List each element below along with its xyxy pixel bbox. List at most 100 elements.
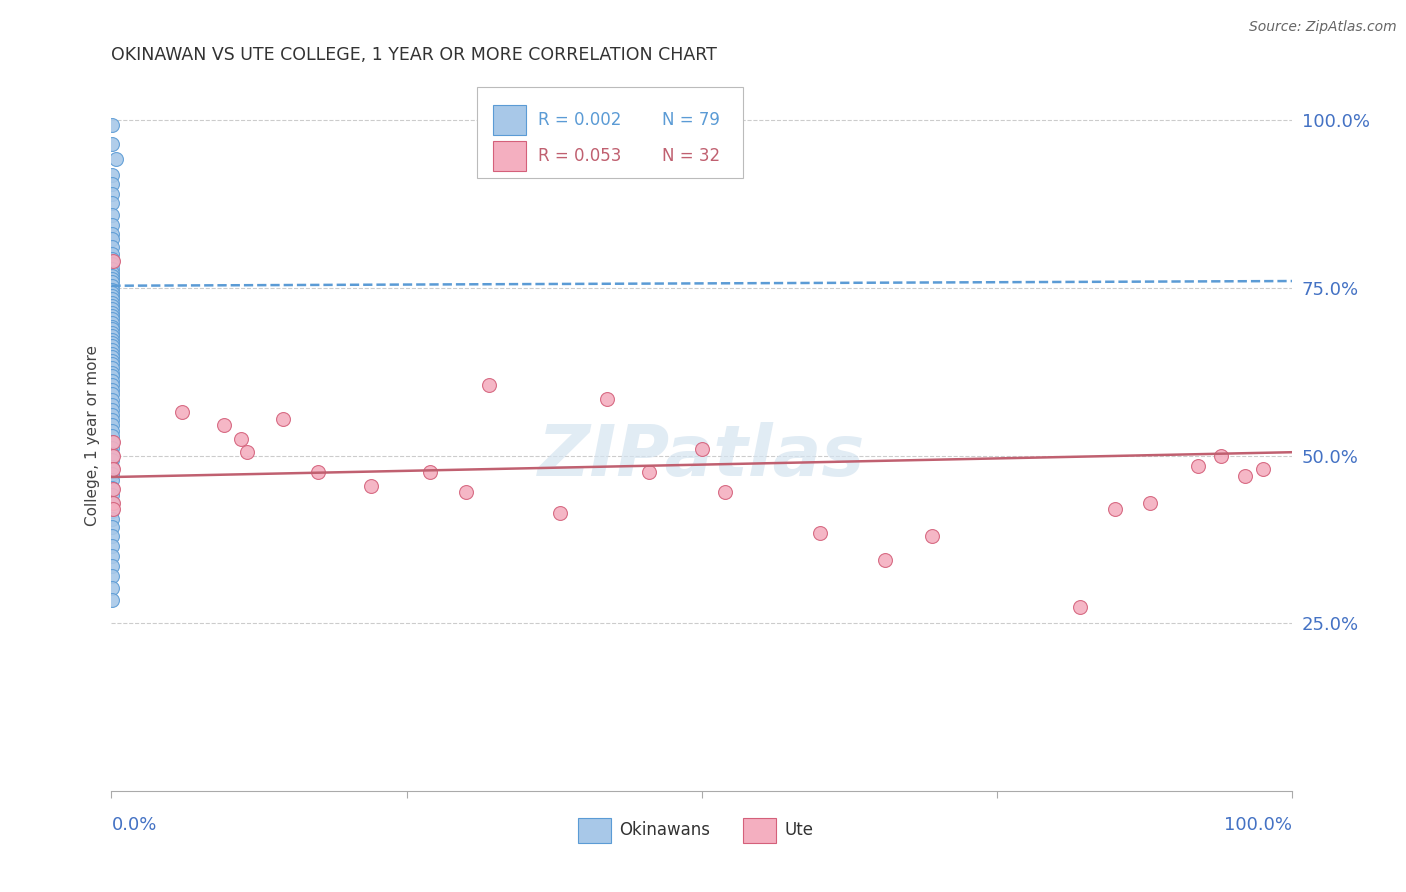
Point: [101, 581, 124, 595]
Point: [101, 257, 124, 271]
Point: [101, 319, 124, 334]
Point: [236, 445, 259, 459]
Point: [101, 435, 124, 450]
Point: [101, 326, 124, 340]
Point: [101, 322, 124, 336]
Point: [101, 305, 124, 319]
Point: [596, 392, 619, 406]
Text: 0.0%: 0.0%: [111, 816, 157, 834]
Point: [231, 432, 253, 446]
Point: [271, 411, 294, 425]
Point: [101, 424, 124, 438]
Point: [101, 232, 124, 246]
Point: [714, 485, 737, 500]
Point: [101, 350, 124, 364]
Point: [101, 292, 124, 306]
Point: [101, 186, 124, 201]
Text: Okinawans: Okinawans: [619, 822, 710, 839]
Point: [101, 227, 124, 241]
Point: [101, 343, 124, 357]
Point: [101, 435, 124, 450]
Point: [101, 366, 124, 380]
Text: ZIPatlas: ZIPatlas: [538, 422, 866, 491]
Point: [101, 253, 124, 268]
FancyBboxPatch shape: [478, 87, 744, 178]
Point: [101, 312, 124, 326]
Point: [101, 346, 124, 360]
FancyBboxPatch shape: [492, 105, 526, 136]
Point: [101, 262, 124, 277]
Point: [101, 387, 124, 401]
Point: [101, 272, 124, 286]
Point: [101, 558, 124, 573]
Point: [101, 413, 124, 427]
Point: [101, 447, 124, 461]
Point: [101, 286, 124, 301]
Point: [101, 268, 124, 283]
Point: [1139, 495, 1161, 509]
Point: [101, 335, 124, 350]
Point: [873, 552, 896, 566]
Point: [101, 302, 124, 317]
Point: [1251, 462, 1274, 476]
Point: [548, 506, 571, 520]
Point: [101, 266, 124, 280]
Point: [101, 374, 124, 388]
Point: [212, 418, 235, 433]
Point: [478, 378, 501, 392]
Point: [101, 418, 124, 433]
Point: [101, 488, 124, 502]
Point: [172, 405, 194, 419]
Point: [101, 369, 124, 384]
Point: [101, 593, 124, 607]
Point: [101, 503, 124, 517]
Point: [307, 466, 329, 480]
Point: [101, 196, 124, 211]
Point: [101, 283, 124, 297]
Point: [101, 441, 124, 455]
Point: [808, 525, 831, 540]
Text: N = 32: N = 32: [662, 147, 720, 165]
Point: [101, 449, 124, 463]
Point: [101, 474, 124, 488]
Point: [101, 520, 124, 534]
Point: [101, 299, 124, 313]
Point: [360, 479, 382, 493]
Point: [101, 289, 124, 303]
Point: [101, 569, 124, 583]
Point: [101, 354, 124, 368]
FancyBboxPatch shape: [492, 141, 526, 170]
Point: [637, 466, 659, 480]
Point: [101, 240, 124, 254]
Point: [101, 309, 124, 323]
Point: [101, 408, 124, 422]
Point: [101, 276, 124, 290]
Point: [101, 329, 124, 343]
Point: [101, 339, 124, 353]
Text: R = 0.053: R = 0.053: [537, 147, 621, 165]
Point: [101, 453, 124, 467]
Text: 100.0%: 100.0%: [1225, 816, 1292, 834]
FancyBboxPatch shape: [578, 817, 610, 843]
Point: [101, 482, 124, 496]
Point: [101, 392, 124, 407]
Point: [101, 208, 124, 222]
Point: [101, 218, 124, 232]
Point: [101, 118, 124, 132]
Point: [101, 137, 124, 152]
Point: [101, 316, 124, 330]
Point: [101, 495, 124, 509]
Point: [101, 481, 124, 495]
Point: [101, 279, 124, 293]
Point: [101, 460, 124, 475]
Point: [921, 529, 943, 543]
Point: [101, 511, 124, 525]
Y-axis label: College, 1 year or more: College, 1 year or more: [86, 345, 100, 526]
Point: [101, 539, 124, 553]
Point: [101, 467, 124, 481]
Point: [1233, 468, 1256, 483]
Point: [101, 429, 124, 443]
Point: [101, 378, 124, 392]
Point: [101, 252, 124, 266]
Text: OKINAWAN VS UTE COLLEGE, 1 YEAR OR MORE CORRELATION CHART: OKINAWAN VS UTE COLLEGE, 1 YEAR OR MORE …: [111, 46, 717, 64]
